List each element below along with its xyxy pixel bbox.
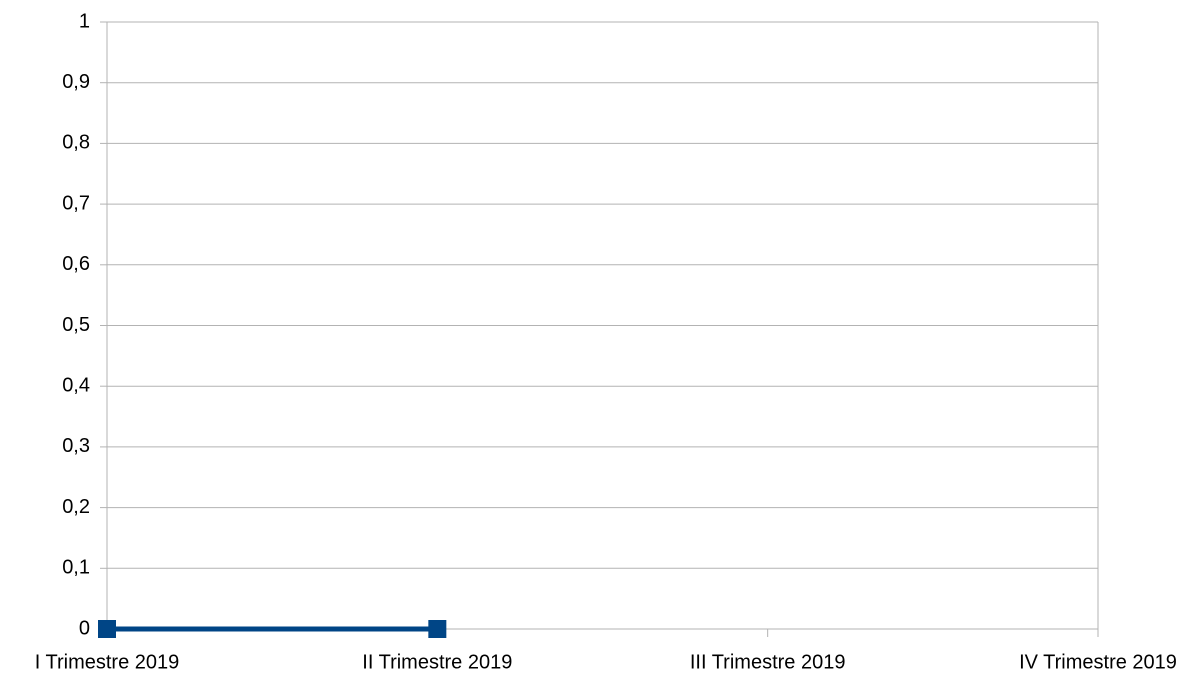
y-tick-label: 0,6 <box>62 253 90 275</box>
y-tick-label: 0,3 <box>62 435 90 457</box>
y-tick-label: 0,7 <box>62 192 90 214</box>
y-tick-label: 0 <box>79 617 90 639</box>
y-tick-label: 0,2 <box>62 496 90 518</box>
x-tick-label: III Trimestre 2019 <box>690 651 846 673</box>
y-tick-label: 0,1 <box>62 557 90 579</box>
y-tick-label: 0,9 <box>62 71 90 93</box>
marker <box>428 620 447 638</box>
y-tick-label: 0,4 <box>62 374 90 396</box>
x-tick-label: II Trimestre 2019 <box>362 651 512 673</box>
y-tick-label: 0,8 <box>62 132 90 154</box>
marker <box>98 620 116 638</box>
y-tick-label: 1 <box>79 10 90 32</box>
y-tick-label: 0,5 <box>62 314 90 336</box>
x-tick-label: IV Trimestre 2019 <box>1019 651 1177 673</box>
x-tick-label: I Trimestre 2019 <box>35 651 180 673</box>
